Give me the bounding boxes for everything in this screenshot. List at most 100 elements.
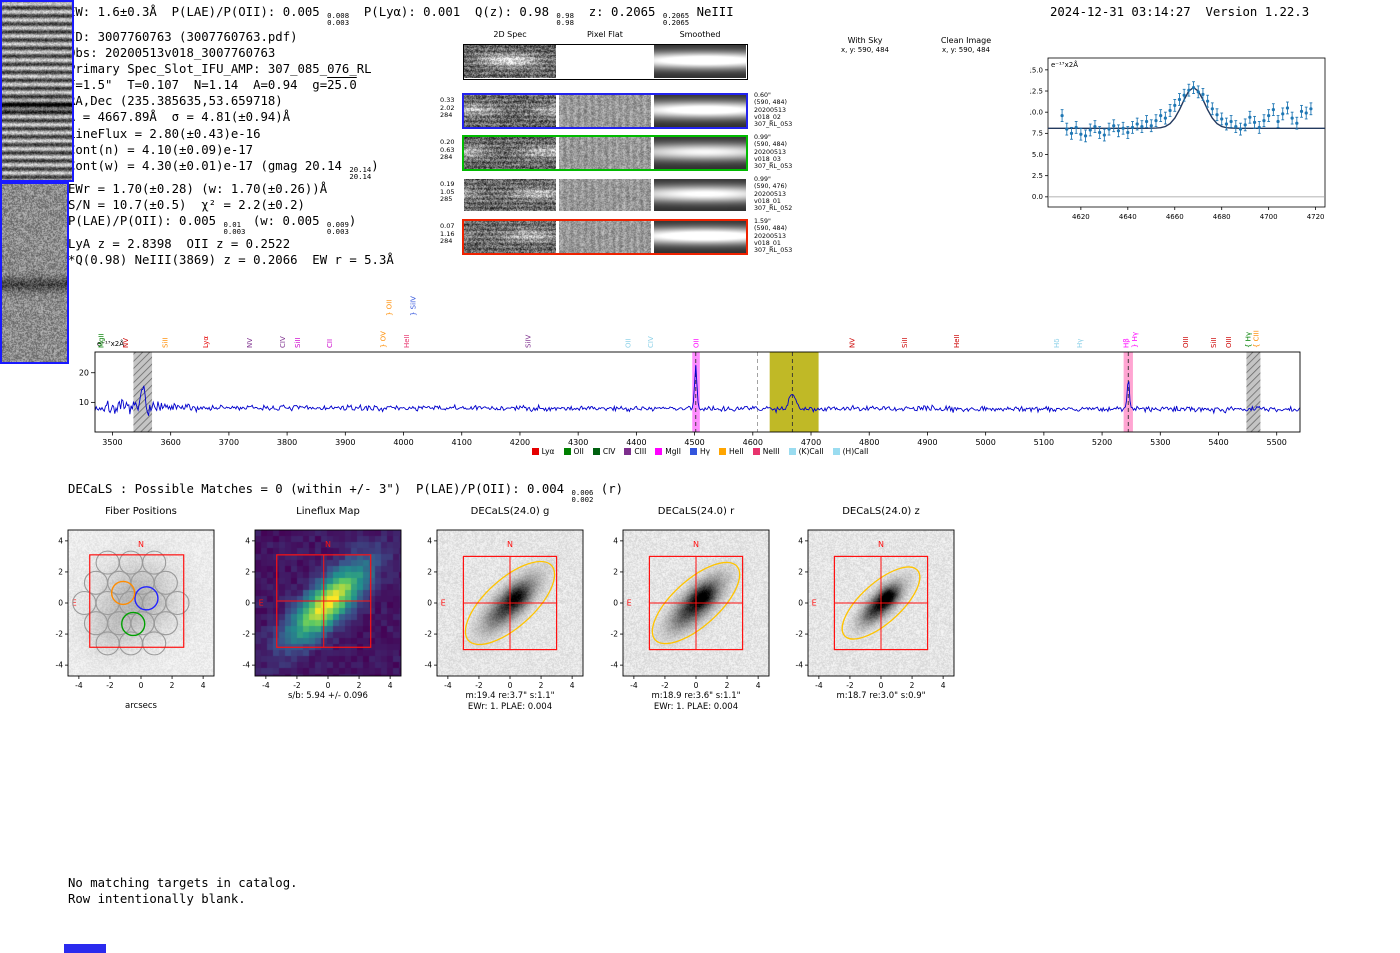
x-tick-label: -4	[815, 681, 823, 690]
x-tick-label: 3600	[160, 438, 180, 447]
spec2d-row	[462, 219, 748, 255]
legend-item: CIII	[624, 447, 646, 456]
y-tick-label: -2	[425, 630, 433, 639]
y-tick-label: -4	[796, 661, 804, 670]
x-tick-label: 3700	[219, 438, 239, 447]
spec2d-image	[464, 221, 556, 253]
left-label-line: 284	[440, 111, 453, 120]
cutout-title: DECaLS(24.0) z	[842, 506, 920, 517]
text-segment: P(Lyα): 0.001 Q(z): 0.98	[349, 5, 557, 19]
stacked-uncertainty: 0.006 0.002	[571, 488, 594, 505]
y-tick-label: 7.5	[1032, 130, 1043, 138]
text-segment: (r)	[593, 482, 624, 496]
data-point	[1252, 120, 1257, 124]
legend-item: (K)CaII	[788, 447, 824, 456]
legend-label: OII	[573, 447, 584, 456]
y-tick-label: -2	[611, 630, 619, 639]
emission-line-label: Hδ	[1053, 338, 1061, 348]
stacked-uncertainty: 0.2065 0.2065	[662, 11, 690, 28]
smoothed-image	[654, 45, 746, 78]
y-tick-label: -4	[425, 661, 433, 670]
emission-line-label: CII	[326, 339, 334, 348]
x-tick-label: -2	[293, 681, 301, 690]
selected-fiber-circle	[134, 586, 159, 611]
text-segment: DECaLS : Possible Matches = 0 (within +/…	[68, 482, 572, 496]
info-line: λ = 4667.89Å σ = 4.81(±0.94)Å	[68, 109, 394, 125]
fiber-circle	[142, 631, 167, 656]
gaussian-fit-line	[1048, 86, 1325, 129]
info-line: EWr = 1.70(±0.28) (w: 1.70(±0.26))Å	[68, 181, 394, 197]
x-tick-label: 2	[170, 681, 175, 690]
x-tick-label: 2	[539, 681, 544, 690]
emission-line-label: CIV	[279, 336, 287, 348]
spec2d-row-left-labels: 0.20 0.63 284	[440, 138, 454, 162]
north-label: N	[325, 540, 331, 549]
fiber-circle	[165, 590, 190, 616]
right-label-line: 307_RL_053	[754, 163, 793, 171]
fiber-circle	[107, 611, 132, 636]
right-label-line: (590, 484)	[754, 141, 787, 149]
smoothed-image	[654, 221, 746, 253]
footer-notes: No matching targets in catalog. Row inten…	[68, 875, 298, 907]
cutout-title: Lineflux Map	[296, 506, 360, 517]
x-tick-label: 5400	[1208, 438, 1228, 447]
cutout-caption-1: m:18.7 re:3.0" s:0.9"	[836, 691, 926, 701]
x-tick-label: 4800	[859, 438, 879, 447]
emission-line-label: Hγ	[1076, 339, 1084, 348]
zoomed-line-plot: 0.0 2.5 5.0 7.5 10.0 12.5 15.0 4620 4640 4660 4680…	[1030, 57, 1326, 221]
legend-label: HeII	[729, 447, 744, 456]
y-tick-label: -2	[796, 630, 804, 639]
fiber-circle	[95, 590, 120, 616]
spec2d-row	[462, 93, 748, 129]
extraction-box	[648, 555, 744, 651]
fiber-circle	[142, 550, 167, 575]
y-tick-label: 4	[427, 536, 432, 545]
emission-line-label: } OV	[380, 331, 388, 348]
legend-item: Lyα	[531, 447, 555, 456]
legend-label: Lyα	[541, 447, 555, 456]
data-point	[1154, 119, 1158, 123]
x-tick-label: 4500	[684, 438, 704, 447]
pixel-flat-image	[559, 95, 651, 127]
text-segment: λ = 4667.89Å σ = 4.81(±0.94)Å	[68, 110, 291, 125]
clean-image-box	[0, 182, 69, 364]
right-label-line: 307_RL_053	[754, 247, 793, 255]
x-tick-label: 4	[570, 681, 575, 690]
legend-swatch	[531, 448, 539, 455]
smoothed-image	[654, 179, 746, 211]
cutout-caption-1: m:18.9 re:3.6" s:1.1"	[651, 691, 741, 701]
with-sky-box	[0, 0, 74, 182]
data-point	[1201, 92, 1205, 97]
data-point	[1191, 86, 1196, 90]
fiber-circle	[118, 590, 143, 616]
legend-item: CIV	[592, 447, 615, 456]
pixel-flat-image	[559, 137, 651, 169]
cutout-caption-1: s/b: 5.94 +/- 0.096	[288, 691, 368, 701]
x-tick-label: 4620	[1072, 213, 1090, 221]
emission-line-label: OII	[625, 338, 633, 348]
y-tick-label: -2	[243, 630, 251, 639]
weighted-flat-blank	[559, 45, 651, 78]
fiber-circle	[95, 631, 120, 656]
legend-label: (H)CaII	[842, 447, 869, 456]
right-label-line: (590, 484)	[754, 225, 787, 233]
text-segment: *Q(0.98) NeIII(3869) z = 0.2066 EW r = 5…	[68, 252, 394, 267]
data-point	[1069, 131, 1074, 135]
data-point	[1126, 130, 1130, 135]
legend-swatch	[563, 448, 571, 455]
y-tick-label: 20	[79, 369, 89, 378]
emission-line-label: SiII	[901, 337, 909, 348]
smoothed-image	[654, 95, 746, 127]
emission-line-label: NV	[848, 338, 856, 348]
legend-swatch	[832, 448, 840, 455]
spec2d-row	[462, 177, 748, 213]
text-segment: RA,Dec (235.385635,53.659718)	[68, 94, 283, 109]
y-tick-label: 0	[58, 599, 63, 608]
legend-item: (H)CaII	[832, 447, 869, 456]
y-tick-label: 2	[245, 568, 250, 577]
east-label: E	[812, 599, 817, 608]
text-segment: Obs: 20200513v018_3007760763	[68, 46, 276, 61]
fiber-circle	[83, 570, 109, 595]
right-label-line: 1.59"	[754, 218, 771, 225]
